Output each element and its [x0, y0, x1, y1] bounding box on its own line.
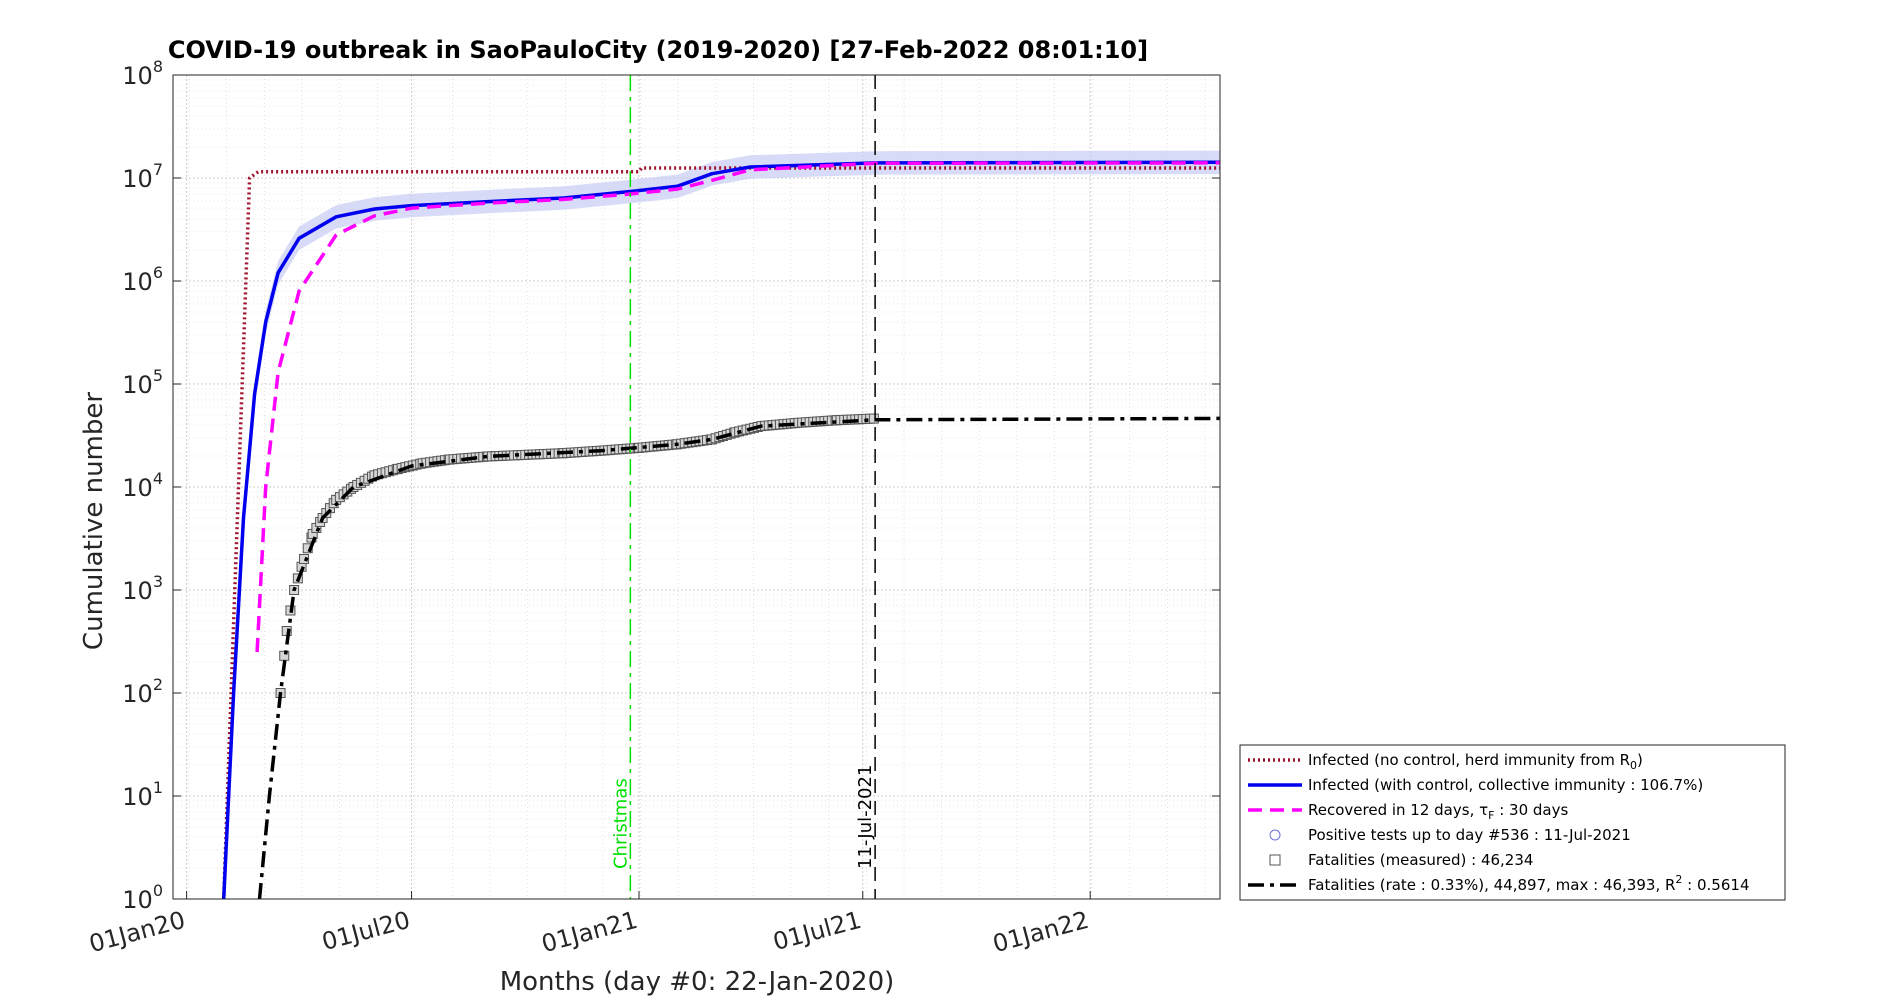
- y-tick-label: 108: [122, 57, 163, 90]
- legend-entry-label: Infected (no control, herd immunity from…: [1308, 751, 1643, 772]
- series-line: [221, 160, 1220, 899]
- chart-title: COVID-19 outbreak in SaoPauloCity (2019-…: [168, 36, 1148, 64]
- series-line: [255, 161, 1220, 653]
- legend-entry-label: Infected (with control, collective immun…: [1308, 776, 1703, 794]
- legend: Infected (no control, herd immunity from…: [1239, 744, 1786, 901]
- legend-entry-label: Fatalities (rate : 0.33%), 44,897, max :…: [1308, 873, 1749, 894]
- x-axis-label: Months (day #0: 22-Jan-2020): [500, 967, 895, 997]
- axes-box: [172, 74, 1221, 900]
- legend-entry-label: Positive tests up to day #536 : 11-Jul-2…: [1308, 826, 1631, 844]
- reference-line-label: 11-Jul-2021: [855, 765, 876, 869]
- y-tick-label: 102: [122, 675, 163, 708]
- legend-swatch: [1269, 854, 1281, 866]
- legend-entry-label: Recovered in 12 days, τF : 30 days: [1308, 801, 1569, 822]
- series-line: [257, 416, 1220, 899]
- reference-line-label: Christmas: [610, 778, 631, 869]
- series-line: [221, 166, 1220, 899]
- y-tick-label: 103: [122, 572, 163, 605]
- legend-box: [1239, 744, 1786, 901]
- series-group: [221, 150, 1220, 899]
- y-tick-label: 101: [122, 778, 163, 811]
- y-tick-label: 100: [122, 881, 163, 914]
- fatality-marker: [299, 553, 310, 564]
- y-tick-label: 106: [122, 263, 163, 296]
- y-tick-label: 104: [122, 469, 163, 502]
- legend-swatch: [1269, 829, 1281, 841]
- legend-entry-label: Fatalities (measured) : 46,234: [1308, 851, 1533, 869]
- y-axis-label: Cumulative number: [79, 392, 109, 650]
- y-tick-label: 105: [122, 366, 163, 399]
- y-tick-label: 107: [122, 160, 163, 193]
